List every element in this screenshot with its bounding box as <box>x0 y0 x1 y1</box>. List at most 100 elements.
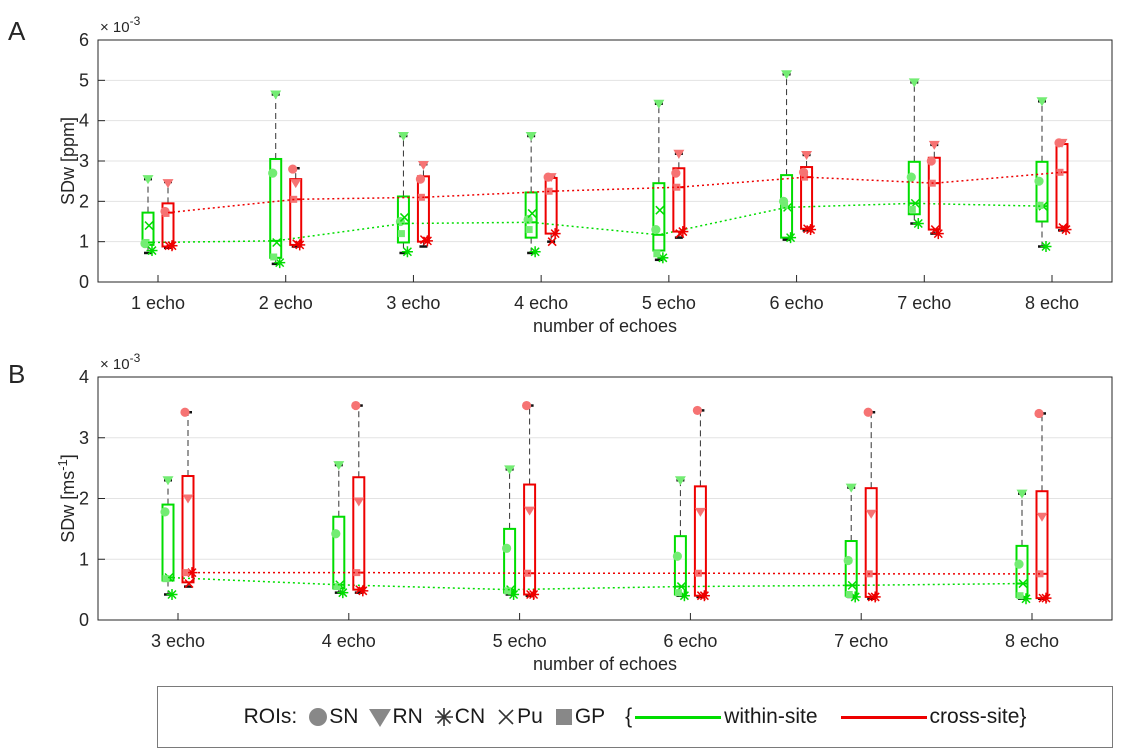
square-marker-icon <box>555 709 572 725</box>
panel-letter-a: A <box>8 16 26 46</box>
marker-b-within-site-4-gp <box>845 590 853 598</box>
marker-a-cross-site-1-pu-stroke-2 <box>292 239 302 249</box>
legend: ROIs: SN RN CN Pu GP <box>157 686 1113 748</box>
legend-brace-open: { <box>625 705 633 728</box>
marker-b-within-site-1-rn <box>333 461 345 471</box>
xtick-label-b-8-echo: 8 echo <box>1005 631 1059 651</box>
ytick-label-a-6: 6 <box>79 30 89 50</box>
legend-label-cn: CN <box>454 705 486 728</box>
ytick-label-a-4: 4 <box>79 111 89 131</box>
box-b-cross-site-5-body <box>1035 490 1049 600</box>
marker-b-within-site-4-cn-stroke-4 <box>850 592 860 602</box>
marker-b-cross-site-1-cn-stroke-4 <box>358 586 368 596</box>
marker-a-cross-site-5-gp <box>801 173 809 181</box>
marker-b-within-site-3-sn <box>672 551 683 561</box>
xtick-label-b-7-echo: 7 echo <box>834 631 888 651</box>
legend-rois-label: ROIs: <box>243 705 298 728</box>
ylabel-b: SDw [ms-1] <box>55 454 78 543</box>
marker-a-within-site-6-cn <box>912 218 924 230</box>
marker-a-cross-site-3-cn-stroke-4 <box>550 229 560 239</box>
axes-frame-a <box>97 39 1113 283</box>
xtick-label-a-7-echo: 7 echo <box>897 293 951 313</box>
marker-a-within-site-6-cn-stroke-4 <box>913 218 923 229</box>
marker-a-within-site-7-rn <box>1036 97 1048 107</box>
marker-a-cross-site-7-pu <box>1058 223 1068 233</box>
marker-b-cross-site-1-pu-stroke-2 <box>355 585 365 595</box>
marker-a-cross-site-4-gp <box>673 183 681 191</box>
legend-label-pu: Pu <box>517 705 543 728</box>
box-b-cross-site-0-body <box>181 475 195 584</box>
marker-b-cross-site-2-cn-stroke-4 <box>529 589 539 600</box>
marker-b-cross-site-0-sn <box>180 407 190 417</box>
marker-b-within-site-5-pu <box>1018 579 1028 589</box>
y-exponent-power-b: -3 <box>130 351 141 365</box>
marker-a-cross-site-6-rn <box>928 140 940 150</box>
marker-b-within-site-3-cn-stroke-4 <box>679 591 689 601</box>
marker-b-within-site-0-sn <box>160 507 170 517</box>
legend-label-rn: RN <box>392 705 423 728</box>
ytick-label-a-1: 1 <box>79 232 89 252</box>
marker-a-within-site-2-cn-stroke-4 <box>402 247 412 257</box>
marker-a-within-site-3-gp <box>525 226 533 234</box>
marker-a-cross-site-0-gp <box>162 209 170 217</box>
marker-a-within-site-4-sn <box>651 224 661 235</box>
marker-a-cross-site-1-sn <box>288 164 298 174</box>
ytick-label-a-2: 2 <box>79 191 89 211</box>
marker-a-within-site-5-cn <box>785 232 797 244</box>
marker-b-within-site-2-sn <box>502 543 512 553</box>
marker-a-within-site-7-cn <box>1040 241 1052 253</box>
marker-b-within-site-0-rn <box>162 476 174 486</box>
marker-a-within-site-7-sn <box>1034 176 1044 186</box>
box-a-cross-site-2-body <box>416 175 430 243</box>
marker-a-cross-site-6-pu <box>930 225 940 235</box>
marker-a-cross-site-4-sn <box>671 168 681 178</box>
legend-item-sn: SN <box>307 705 358 729</box>
legend-within-line <box>635 715 722 719</box>
marker-b-within-site-4-pu <box>847 580 857 590</box>
marker-a-cross-site-0-pu-stroke-2 <box>164 241 174 251</box>
y-exponent-power-a: -3 <box>130 14 141 28</box>
legend-label-sn: SN <box>329 705 359 728</box>
box-b-cross-site-4-body <box>864 487 878 598</box>
ytick-label-a-3: 3 <box>79 151 89 171</box>
ytick-label-b-4: 4 <box>79 367 89 387</box>
marker-b-within-site-2-rn <box>504 465 516 475</box>
axes-frame-b <box>97 376 1113 621</box>
marker-b-within-site-4-rn <box>845 483 857 493</box>
marker-a-cross-site-1-cn-stroke-4 <box>295 240 305 250</box>
xtick-label-b-3-echo: 3 echo <box>151 631 205 651</box>
marker-a-cross-site-3-pu-stroke-2 <box>547 237 557 247</box>
marker-b-cross-site-5-pu <box>1038 593 1048 603</box>
ytick-label-b-2: 2 <box>79 489 89 509</box>
marker-b-cross-site-3-pu-stroke-2 <box>696 591 706 601</box>
marker-a-cross-site-5-cn-stroke-4 <box>806 225 816 235</box>
median-line-b-cross-site <box>188 571 1042 575</box>
xtick-label-b-5-echo: 5 echo <box>493 631 547 651</box>
xtick-label-a-2-echo: 2 echo <box>259 293 313 313</box>
marker-b-cross-site-2-sn <box>522 400 532 411</box>
box-a-cross-site-3-body <box>544 176 558 235</box>
marker-b-cross-site-2-pu <box>526 589 536 600</box>
marker-a-within-site-2-cn <box>401 246 413 258</box>
y-exponent-a: × 10-3 <box>100 14 141 36</box>
y-exponent-b: × 10-3 <box>100 351 141 373</box>
marker-a-cross-site-2-rn <box>417 161 429 171</box>
legend-item-pu: Pu <box>495 705 543 729</box>
marker-b-cross-site-0-gp <box>182 569 190 577</box>
marker-b-cross-site-0-pu <box>184 579 194 589</box>
xtick-label-b-6-echo: 6 echo <box>663 631 717 651</box>
ylabel-a: SDw [ppm] <box>58 117 78 205</box>
marker-a-cross-site-6-pu-stroke-2 <box>930 225 940 235</box>
ytick-label-b-0: 0 <box>79 610 89 630</box>
marker-b-cross-site-1-rn <box>353 497 365 507</box>
marker-a-cross-site-3-rn <box>545 173 557 183</box>
panel-a-chart: 0 1 2 3 4 5 6 × 10-3 SDw [ppm] 1 echo 2 echo 3 echo… <box>58 14 1113 336</box>
xtick-label-a-8-echo: 8 echo <box>1025 293 1079 313</box>
ylabel-sup-b: -1 <box>55 459 70 471</box>
asterisk-marker-icon <box>434 708 453 726</box>
marker-a-cross-site-5-pu-stroke-2 <box>803 224 813 234</box>
marker-a-within-site-0-pu <box>144 221 154 231</box>
marker-b-within-site-3-rn <box>674 476 686 486</box>
marker-b-within-site-5-gp <box>1016 592 1024 600</box>
xtick-label-a-6-echo: 6 echo <box>770 293 824 313</box>
